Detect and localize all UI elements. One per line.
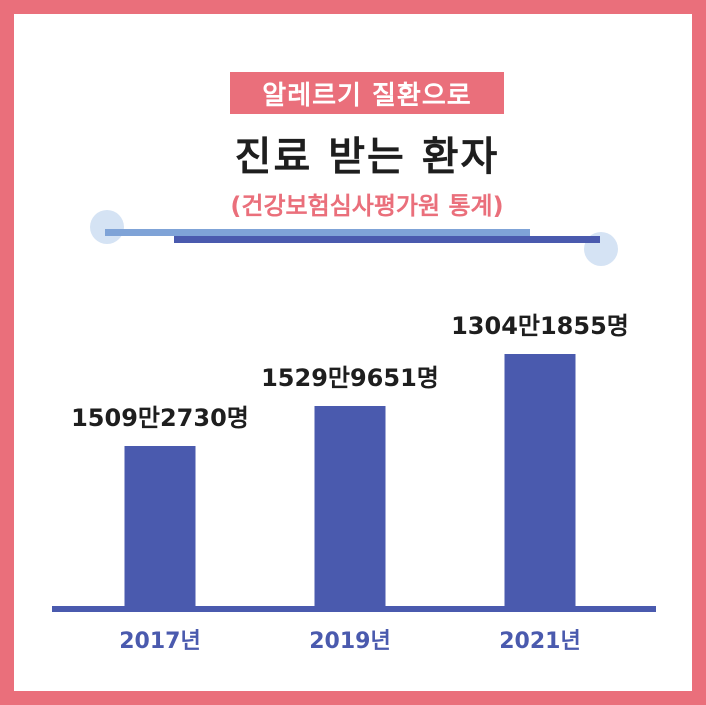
- category-label-1: 2017년: [119, 629, 200, 654]
- bars-layer: 1509만2730명 2017년 1529만9651명 2019년 1304만1855명…: [71, 312, 629, 654]
- decor-line-dark: [174, 236, 600, 243]
- subtitle: (건강보험심사평가원 통계): [230, 192, 504, 220]
- category-label-3: 2021년: [499, 629, 580, 654]
- data-label-1: 1509만2730명: [71, 404, 249, 432]
- bar-1: [124, 446, 196, 607]
- page-title: 진료 받는 환자: [234, 134, 500, 180]
- data-label-2: 1529만9651명: [261, 364, 439, 392]
- x-axis-baseline: [52, 606, 656, 612]
- data-label-3: 1304만1855명: [451, 312, 629, 340]
- decor-line-light: [105, 229, 530, 236]
- category-label-2: 2019년: [309, 629, 390, 654]
- title-badge: 알레르기 질환으로: [230, 72, 504, 114]
- bar-2: [314, 406, 386, 607]
- decor-circle-left: [90, 210, 124, 244]
- bar-3: [504, 354, 576, 607]
